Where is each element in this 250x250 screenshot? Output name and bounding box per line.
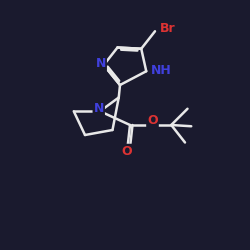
Text: O: O bbox=[147, 114, 158, 126]
Text: Br: Br bbox=[160, 22, 176, 35]
Text: O: O bbox=[121, 145, 132, 158]
Text: N: N bbox=[94, 102, 104, 115]
Text: N: N bbox=[96, 57, 106, 70]
Text: NH: NH bbox=[151, 64, 172, 76]
